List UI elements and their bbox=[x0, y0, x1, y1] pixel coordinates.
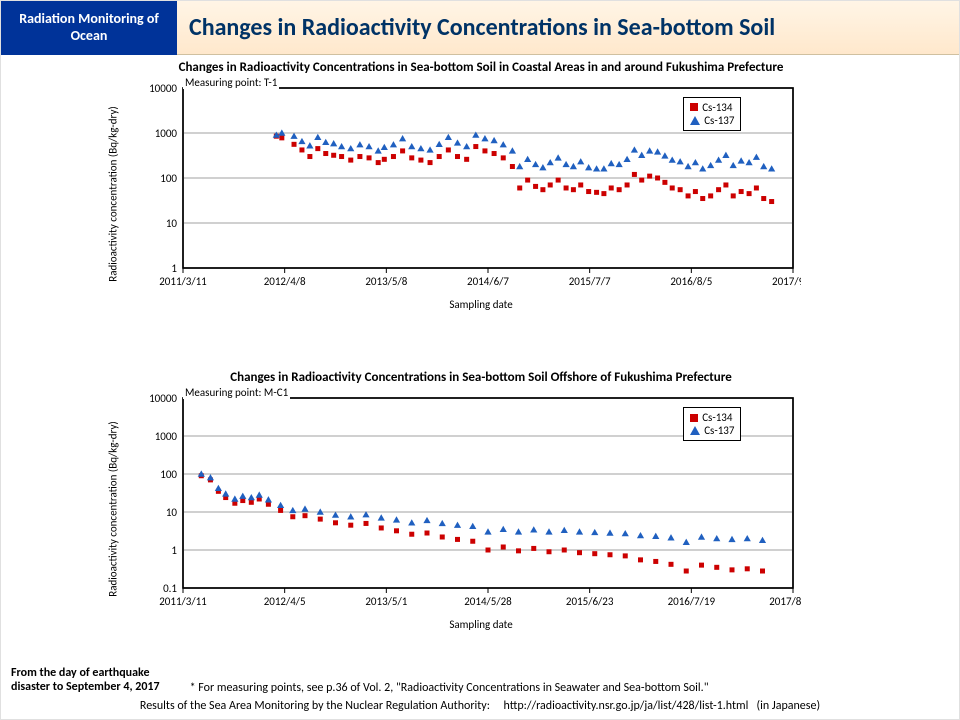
svg-text:2011/3/11: 2011/3/11 bbox=[159, 275, 207, 288]
chart1-ylabel: Radioactivity concentration (Bq/kg-dry) bbox=[107, 107, 120, 283]
chart2-legend: Cs-134Cs-137 bbox=[683, 407, 741, 441]
results-url: http://radioactivity.nsr.go.jp/ja/list/4… bbox=[504, 699, 749, 713]
chart2-xlabel: Sampling date bbox=[131, 618, 831, 631]
chart1-block: Changes in Radioactivity Concentrations … bbox=[131, 61, 831, 311]
svg-text:100: 100 bbox=[160, 172, 177, 185]
legend-row: Cs-134 bbox=[690, 411, 734, 424]
svg-text:1000: 1000 bbox=[155, 127, 178, 140]
legend-row: Cs-137 bbox=[690, 424, 734, 437]
svg-text:2012/4/8: 2012/4/8 bbox=[264, 275, 306, 288]
svg-text:100: 100 bbox=[160, 468, 177, 481]
svg-text:10000: 10000 bbox=[149, 82, 177, 95]
legend-label: Cs-137 bbox=[704, 424, 734, 437]
chart1-xlabel: Sampling date bbox=[131, 298, 831, 311]
chart2-block: Changes in Radioactivity Concentrations … bbox=[131, 371, 831, 631]
legend-row: Cs-134 bbox=[690, 101, 734, 114]
svg-text:2011/3/11: 2011/3/11 bbox=[159, 595, 207, 608]
svg-text:2017/8/14: 2017/8/14 bbox=[769, 595, 801, 608]
results-line: Results of the Sea Area Monitoring by th… bbox=[11, 699, 949, 713]
square-marker-icon bbox=[690, 103, 698, 111]
square-marker-icon bbox=[690, 414, 698, 422]
chart2-title: Changes in Radioactivity Concentrations … bbox=[131, 371, 831, 386]
svg-text:10: 10 bbox=[166, 506, 178, 519]
chart1-measuring-point: Measuring point: T-1 bbox=[183, 76, 279, 89]
footer-line1: From the day of earthquake disaster to S… bbox=[11, 667, 949, 695]
svg-text:2013/5/8: 2013/5/8 bbox=[365, 275, 407, 288]
from-day-text: From the day of earthquake disaster to S… bbox=[11, 667, 160, 695]
legend-label: Cs-134 bbox=[702, 411, 732, 424]
svg-text:1000: 1000 bbox=[155, 430, 178, 443]
svg-text:2015/7/7: 2015/7/7 bbox=[569, 275, 611, 288]
page-title: Changes in Radioactivity Concentrations … bbox=[177, 1, 959, 55]
svg-text:1: 1 bbox=[171, 262, 177, 275]
chart2-ylabel: Radioactivity concentration (Bq/kg-dry) bbox=[107, 422, 120, 598]
section-badge-text: Radiation Monitoring of Ocean bbox=[1, 11, 177, 45]
chart2-wrap: Measuring point: M-C1 Radioactivity conc… bbox=[131, 388, 831, 631]
chart1-legend: Cs-134Cs-137 bbox=[683, 97, 741, 131]
chart1-title: Changes in Radioactivity Concentrations … bbox=[131, 61, 831, 76]
svg-text:2013/5/1: 2013/5/1 bbox=[365, 595, 407, 608]
svg-text:2012/4/5: 2012/4/5 bbox=[264, 595, 306, 608]
triangle-marker-icon bbox=[690, 426, 700, 435]
footer-area: From the day of earthquake disaster to S… bbox=[1, 667, 959, 713]
star-note: * For measuring points, see p.36 of Vol.… bbox=[190, 681, 949, 695]
results-prefix: Results of the Sea Area Monitoring by th… bbox=[140, 699, 490, 713]
chart1-wrap: Measuring point: T-1 Radioactivity conce… bbox=[131, 78, 831, 311]
svg-text:2016/7/19: 2016/7/19 bbox=[668, 595, 716, 608]
svg-text:0.1: 0.1 bbox=[163, 582, 177, 595]
svg-text:2017/9/4: 2017/9/4 bbox=[772, 275, 801, 288]
results-suffix: (in Japanese) bbox=[756, 699, 820, 713]
page-title-text: Changes in Radioactivity Concentrations … bbox=[189, 14, 775, 42]
section-badge: Radiation Monitoring of Ocean bbox=[1, 1, 177, 55]
legend-row: Cs-137 bbox=[690, 114, 734, 127]
legend-label: Cs-137 bbox=[704, 114, 734, 127]
svg-text:10000: 10000 bbox=[149, 392, 177, 405]
header-row: Radiation Monitoring of Ocean Changes in… bbox=[1, 1, 959, 55]
legend-label: Cs-134 bbox=[702, 101, 732, 114]
svg-text:2016/8/5: 2016/8/5 bbox=[670, 275, 712, 288]
svg-text:10: 10 bbox=[166, 217, 178, 230]
chart2-measuring-point: Measuring point: M-C1 bbox=[183, 386, 290, 399]
triangle-marker-icon bbox=[690, 116, 700, 125]
svg-text:1: 1 bbox=[171, 544, 177, 557]
svg-text:2014/5/28: 2014/5/28 bbox=[464, 595, 512, 608]
svg-text:2014/6/7: 2014/6/7 bbox=[467, 275, 509, 288]
svg-text:2015/6/23: 2015/6/23 bbox=[566, 595, 614, 608]
